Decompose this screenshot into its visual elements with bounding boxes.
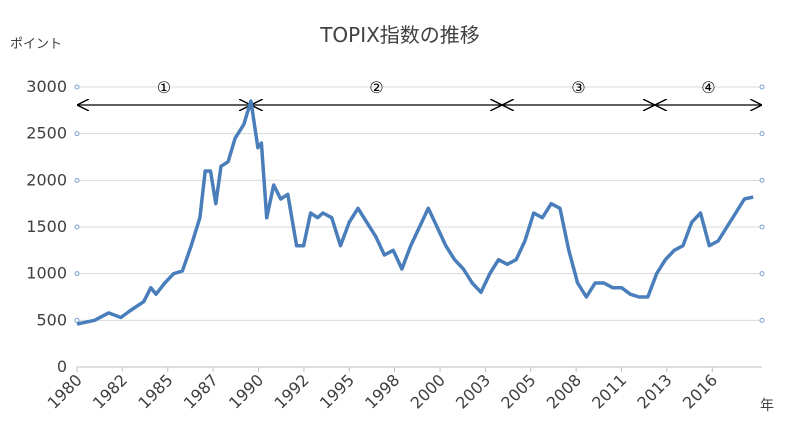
- line-series: [76, 99, 754, 326]
- grid-end-dot: [759, 224, 765, 230]
- y-axis-title: ポイント: [10, 37, 62, 52]
- x-tick-label: 1990: [225, 370, 267, 412]
- grid-end-dot: [759, 84, 765, 90]
- grid-end-dot: [759, 271, 765, 277]
- grid-end-dot: [759, 317, 765, 323]
- x-tick-label: 2005: [497, 370, 539, 412]
- x-tick-label: 2000: [407, 370, 449, 412]
- x-tick-label: 2003: [452, 370, 494, 412]
- x-tick-label: 1987: [180, 370, 222, 412]
- grid-end-dot: [74, 224, 80, 230]
- y-tick-label: 3000: [26, 77, 67, 96]
- annotation-label: ③: [571, 78, 585, 97]
- grid-end-dot: [74, 271, 80, 277]
- y-tick-label: 0: [57, 357, 67, 376]
- x-tick-label: 2013: [633, 370, 675, 412]
- x-tick-label: 1998: [361, 370, 403, 412]
- x-tick-label: 1982: [89, 370, 131, 412]
- y-tick-label: 2000: [26, 170, 67, 189]
- grid-end-dot: [74, 317, 80, 323]
- x-tick-label: 1995: [316, 370, 358, 412]
- annotation-label: ①: [157, 78, 171, 97]
- x-tick-label: 1985: [134, 370, 176, 412]
- x-tick-label: 2011: [588, 370, 630, 412]
- x-tick-label: 2008: [543, 370, 585, 412]
- grid-end-dot: [759, 177, 765, 183]
- grid-end-dot: [759, 131, 765, 137]
- y-tick-label: 500: [36, 310, 67, 329]
- y-tick-label: 1000: [26, 264, 67, 283]
- chart-title: TOPIX指数の推移: [319, 23, 480, 47]
- x-tick-label: 1980: [44, 370, 86, 412]
- annotation-label: ④: [701, 78, 715, 97]
- x-axis-title: 年: [760, 398, 774, 414]
- grid-end-dot: [74, 84, 80, 90]
- y-tick-label: 1500: [26, 217, 67, 236]
- y-tick-label: 2500: [26, 124, 67, 143]
- x-tick-label: 2016: [679, 370, 721, 412]
- annotation-label: ②: [369, 78, 383, 97]
- grid-end-dot: [74, 131, 80, 137]
- grid-end-dot: [74, 177, 80, 183]
- x-tick-label: 1992: [271, 370, 313, 412]
